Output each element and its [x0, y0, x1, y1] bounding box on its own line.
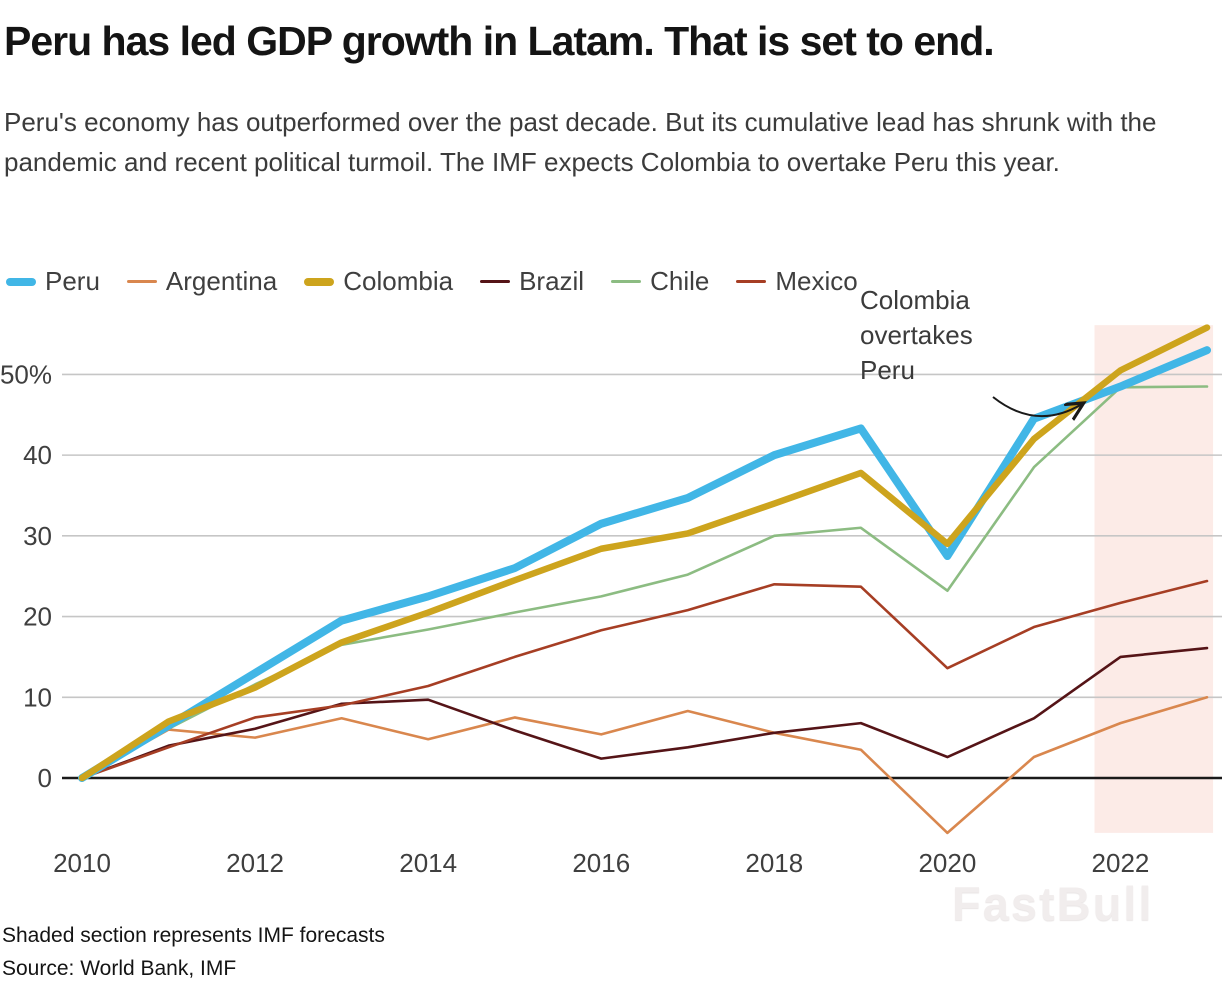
y-axis-tick-label: 40	[23, 440, 52, 470]
legend-item-mexico: Mexico	[736, 266, 858, 297]
x-axis-tick-label: 2012	[226, 848, 284, 878]
annotation-text: Peru	[860, 355, 915, 385]
legend-swatch-argentina	[126, 280, 157, 283]
annotation-arrow	[992, 396, 1082, 416]
source-credit: Source: World Bank, IMF	[2, 957, 237, 980]
legend-label: Peru	[45, 266, 100, 296]
y-axis-tick-label: 10	[23, 682, 52, 712]
series-line-brazil	[80, 646, 1209, 780]
watermark: FastBull	[952, 877, 1154, 930]
legend-swatch-peru	[6, 277, 36, 286]
x-axis-tick-label: 2022	[1092, 848, 1150, 878]
series-line-mexico	[80, 579, 1209, 780]
legend-label: Brazil	[519, 266, 585, 296]
legend-label: Argentina	[165, 266, 278, 296]
y-axis-tick-label: 0	[38, 763, 52, 793]
y-axis-tick-label: 50%	[0, 359, 52, 389]
forecast-band	[1094, 325, 1214, 833]
chart-footnote: Shaded section represents IMF forecasts	[2, 924, 385, 947]
annotation-text: Colombia	[860, 285, 970, 315]
legend-swatch-chile	[611, 280, 642, 283]
legend-item-chile: Chile	[611, 266, 709, 297]
page-subtitle: Peru's economy has outperformed over the…	[4, 107, 1157, 177]
y-axis-tick-label: 30	[23, 521, 52, 551]
x-axis-tick-label: 2010	[53, 848, 111, 878]
legend-swatch-brazil	[480, 280, 511, 283]
legend-swatch-mexico	[736, 280, 767, 283]
legend-item-brazil: Brazil	[480, 266, 584, 297]
series-line-argentina	[80, 695, 1209, 835]
legend-label: Mexico	[775, 266, 858, 296]
annotation-text: overtakes	[860, 320, 973, 350]
x-axis-tick-label: 2018	[745, 848, 803, 878]
legend-label: Colombia	[343, 266, 454, 296]
y-axis-tick-label: 20	[23, 602, 52, 632]
chart-legend: Peru Argentina Colombia Brazil Chile Mexico	[6, 266, 858, 297]
legend-swatch-colombia	[304, 277, 335, 286]
x-axis-tick-label: 2016	[572, 848, 630, 878]
series-line-colombia	[78, 324, 1211, 782]
x-axis-tick-label: 2020	[918, 848, 976, 878]
legend-item-colombia: Colombia	[304, 266, 453, 297]
series-line-peru	[78, 346, 1212, 782]
legend-item-peru: Peru	[6, 266, 100, 297]
page-title: Peru has led GDP growth in Latam. That i…	[4, 18, 995, 64]
legend-label: Chile	[650, 266, 710, 296]
x-axis-tick-label: 2014	[399, 848, 457, 878]
legend-item-argentina: Argentina	[126, 266, 278, 297]
